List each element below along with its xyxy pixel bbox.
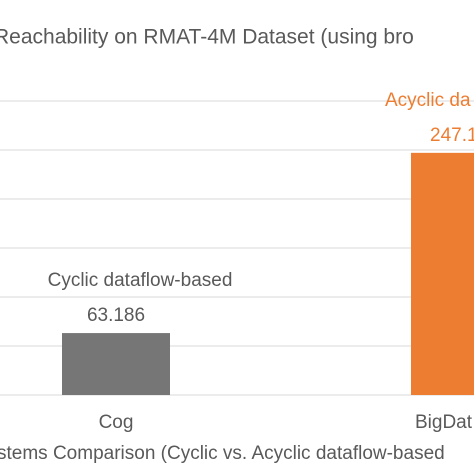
annotation: Cyclic dataflow-based [48, 270, 233, 291]
chart-title: Reachability on RMAT-4M Dataset (using b… [0, 26, 414, 49]
x-tick-label: BigDat [415, 412, 473, 433]
value-label: 247.1 [430, 125, 474, 146]
bar [411, 152, 474, 395]
bar [62, 333, 170, 395]
value-label: 63.186 [87, 305, 145, 326]
x-tick-label: Cog [99, 412, 134, 433]
x-axis-label: stems Comparison (Cyclic vs. Acyclic dat… [0, 443, 445, 464]
annotation: Acyclic da [385, 90, 471, 111]
